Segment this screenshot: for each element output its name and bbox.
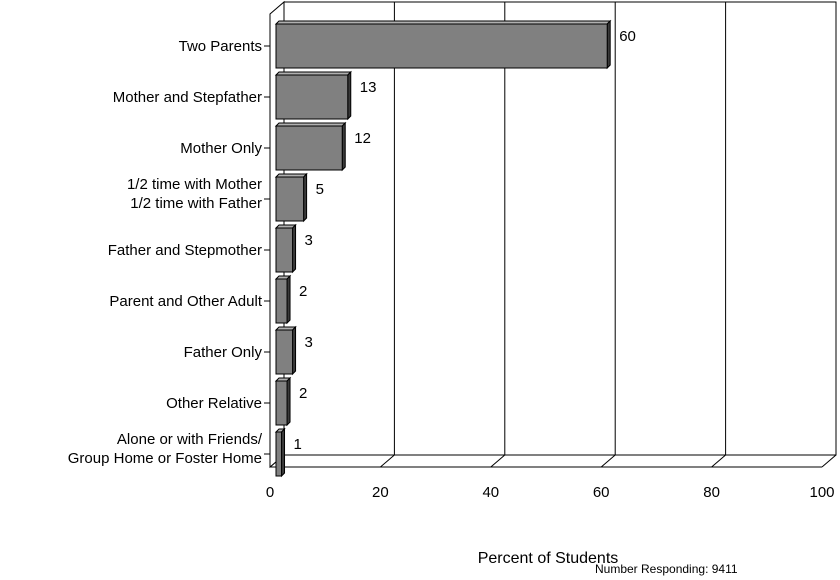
category-label: Alone or with Friends/: [117, 431, 263, 448]
plot-area: [269, 0, 837, 469]
data-label: 2: [299, 283, 307, 300]
data-label: 60: [619, 28, 636, 45]
bar: [275, 176, 305, 222]
floor-line: [821, 454, 837, 468]
category-label: 1/2 time with Father: [130, 195, 262, 212]
floor-line: [711, 454, 726, 468]
bar: [275, 431, 283, 477]
category-label: Group Home or Foster Home: [68, 450, 262, 467]
back-wall: [283, 1, 837, 456]
category-label: Two Parents: [179, 38, 262, 55]
bar: [275, 23, 608, 69]
bar: [275, 380, 288, 426]
category-label: Other Relative: [166, 395, 262, 412]
data-label: 2: [299, 385, 307, 402]
x-axis-title: Percent of Students: [478, 550, 619, 567]
category-label: Parent and Other Adult: [109, 293, 262, 310]
data-label: 3: [305, 232, 313, 249]
x-tick-label: 80: [703, 484, 720, 501]
x-tick-label: 60: [593, 484, 610, 501]
x-tick-label: 100: [809, 484, 834, 501]
data-label: 5: [316, 181, 324, 198]
category-label: Mother and Stepfather: [113, 89, 262, 106]
data-label: 3: [305, 334, 313, 351]
data-label: 12: [354, 130, 371, 147]
category-label: 1/2 time with Mother: [127, 176, 262, 193]
category-label: Father and Stepmother: [108, 242, 262, 259]
x-tick-label: 0: [266, 484, 274, 501]
x-tick-label: 40: [482, 484, 499, 501]
bars-group: [274, 19, 612, 478]
category-label: Mother Only: [180, 140, 262, 157]
floor-line: [490, 454, 506, 468]
x-tick-label: 20: [372, 484, 389, 501]
floor-line: [600, 454, 616, 468]
data-label: 13: [360, 79, 377, 96]
bar: [275, 125, 343, 171]
bar: [275, 227, 294, 273]
bar: [275, 329, 294, 375]
bar: [275, 74, 349, 120]
data-label: 1: [294, 436, 302, 453]
floor-line: [380, 454, 395, 468]
bar: [275, 278, 288, 324]
category-label: Father Only: [184, 344, 263, 361]
footnote: Number Responding: 9411: [595, 562, 738, 576]
